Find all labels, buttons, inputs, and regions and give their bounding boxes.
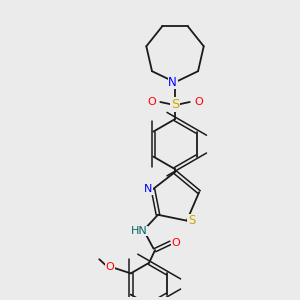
Text: S: S (188, 214, 195, 227)
Text: S: S (171, 98, 179, 111)
Text: O: O (106, 262, 114, 272)
Text: O: O (194, 97, 203, 107)
Text: N: N (144, 184, 152, 194)
Text: N: N (168, 76, 177, 89)
Text: O: O (172, 238, 180, 248)
Text: HN: HN (130, 226, 147, 236)
Text: O: O (147, 97, 156, 107)
